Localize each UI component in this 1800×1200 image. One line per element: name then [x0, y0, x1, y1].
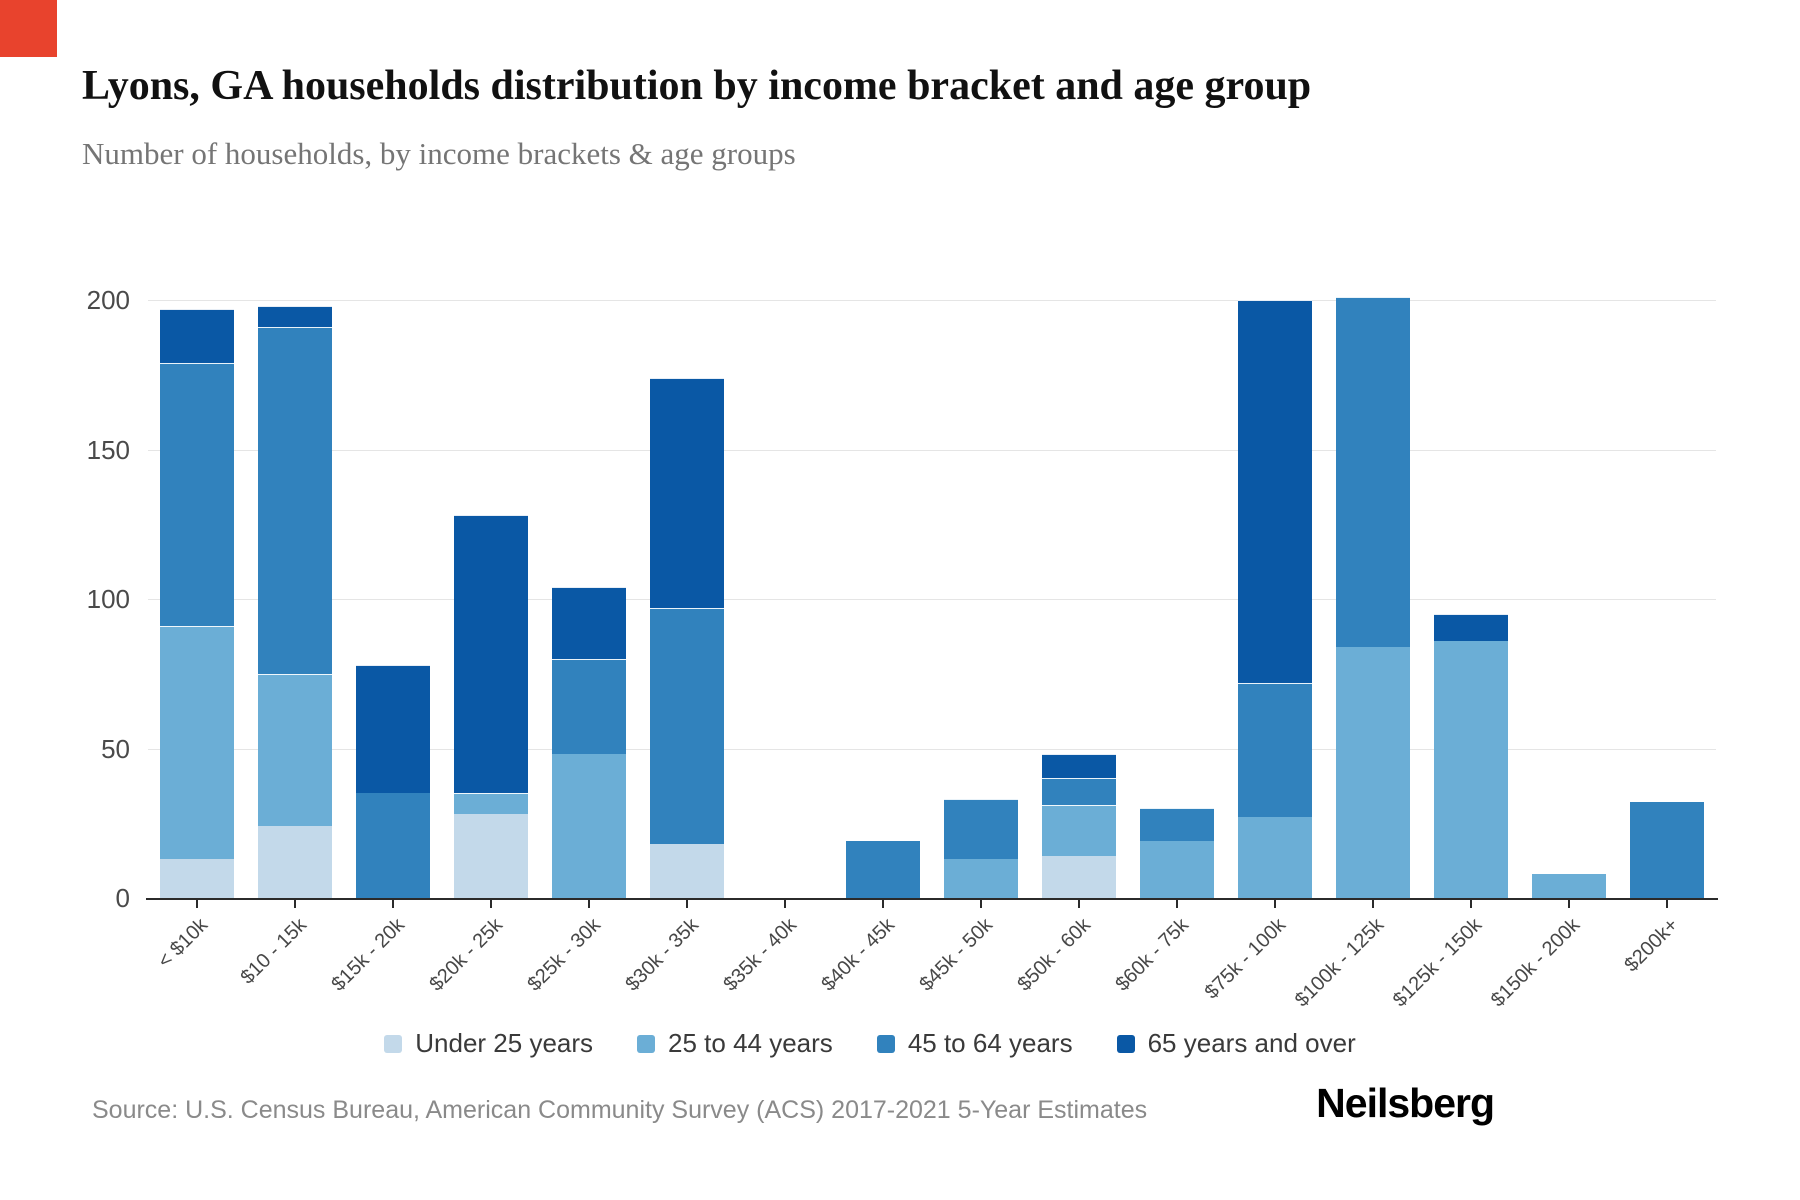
x-axis-tick [784, 900, 786, 908]
bar-segment [258, 673, 332, 827]
x-axis-tick [1078, 900, 1080, 908]
legend-swatch [384, 1034, 403, 1053]
bar-segment [944, 859, 1018, 898]
gridline [148, 599, 1716, 600]
legend-swatch [637, 1034, 656, 1053]
legend-label: 65 years and over [1147, 1028, 1356, 1058]
x-axis-tick [588, 900, 590, 908]
y-axis-label: 200 [86, 285, 130, 315]
bar-segment [1336, 646, 1410, 898]
bar-segment [846, 841, 920, 898]
bar-segment [454, 793, 528, 815]
legend-swatch [1116, 1034, 1135, 1053]
bar-segment [1238, 300, 1312, 683]
x-axis-label: $35k - 40k [718, 914, 801, 996]
x-axis-tick [1470, 900, 1472, 908]
x-axis-tick [1372, 900, 1374, 908]
x-axis-label: $10 - 15k [236, 914, 311, 989]
x-axis-tick [196, 900, 198, 908]
x-axis-label: $20k - 25k [424, 914, 507, 996]
x-axis-tick [1274, 900, 1276, 908]
bar-segment [258, 826, 332, 898]
bar-segment [1630, 802, 1704, 898]
x-axis-tick [490, 900, 492, 908]
bar-segment [1336, 297, 1410, 647]
x-axis-label: $25k - 30k [522, 914, 605, 996]
chart-legend: Under 25 years 25 to 44 years 45 to 64 yea… [0, 1028, 1740, 1059]
bar-segment [1140, 841, 1214, 898]
gridline [148, 300, 1716, 301]
legend-swatch [876, 1034, 895, 1053]
bar-segment [160, 859, 234, 898]
legend-label: 45 to 64 years [907, 1028, 1073, 1058]
y-axis-label: 100 [86, 584, 130, 614]
x-axis-label: $75k - 100k [1201, 914, 1291, 1004]
bar-segment [1532, 874, 1606, 898]
bar-segment [650, 377, 724, 608]
bar-segment [552, 587, 626, 659]
x-axis-label: < $10k [154, 914, 213, 973]
y-axis-label: 0 [115, 883, 130, 913]
x-axis-label: $100k - 125k [1291, 914, 1389, 1012]
x-axis-tick [882, 900, 884, 908]
x-axis-tick [1666, 900, 1668, 908]
legend-item: 45 to 64 years [876, 1028, 1073, 1059]
bar-segment [1238, 682, 1312, 818]
bar-segment [1238, 817, 1312, 898]
x-axis-tick [294, 900, 296, 908]
x-axis-label: $45k - 50k [914, 914, 997, 996]
bar-segment [1434, 613, 1508, 641]
x-axis-tick [980, 900, 982, 908]
brand-logo: Neilsberg [1316, 1080, 1495, 1126]
legend-item: 25 to 44 years [637, 1028, 833, 1059]
bar-segment [454, 814, 528, 898]
legend-item: 65 years and over [1116, 1028, 1356, 1059]
bar-segment [1042, 754, 1116, 779]
x-axis-label: $15k - 20k [326, 914, 409, 996]
bar-segment [258, 326, 332, 674]
bar-segment [1140, 808, 1214, 842]
legend-label: 25 to 44 years [668, 1028, 833, 1058]
bar-segment [944, 799, 1018, 860]
page-title: Lyons, GA households distribution by inc… [82, 63, 1312, 109]
bar-segment [1042, 805, 1116, 857]
legend-item: Under 25 years [384, 1028, 593, 1059]
brand-mark [0, 0, 57, 57]
x-axis-label: $40k - 45k [816, 914, 899, 996]
bar-segment [1042, 856, 1116, 898]
x-axis-label: $30k - 35k [620, 914, 703, 996]
gridline [148, 748, 1716, 750]
x-axis-tick [686, 900, 688, 908]
x-axis-label: $60k - 75k [1110, 914, 1193, 996]
bar-segment [356, 793, 430, 898]
gridline [148, 449, 1716, 451]
bar-segment [1434, 640, 1508, 898]
bar-segment [552, 754, 626, 898]
x-axis-label: $200k+ [1620, 914, 1683, 977]
x-axis-line [146, 898, 1718, 900]
bar-segment [356, 664, 430, 794]
bar-segment [160, 362, 234, 626]
bar-segment [650, 844, 724, 898]
y-axis-label: 150 [86, 434, 130, 465]
bar-segment [454, 515, 528, 794]
x-axis-tick [1176, 900, 1178, 908]
x-axis-tick [1568, 900, 1570, 908]
bar-segment [552, 658, 626, 755]
x-axis-label: $150k - 200k [1487, 914, 1585, 1012]
x-axis-tick [392, 900, 394, 908]
legend-label: Under 25 years [415, 1028, 594, 1058]
bar-segment [258, 305, 332, 327]
bar-segment [160, 308, 234, 363]
page-subtitle: Number of households, by income brackets… [82, 136, 796, 171]
x-axis-label: $50k - 60k [1012, 914, 1095, 996]
bar-segment [650, 607, 724, 845]
bar-segment [160, 625, 234, 860]
y-axis-label: 50 [101, 733, 130, 764]
bar-segment [1042, 778, 1116, 806]
source-note: Source: U.S. Census Bureau, American Com… [92, 1096, 1148, 1124]
x-axis-label: $125k - 150k [1389, 914, 1487, 1012]
